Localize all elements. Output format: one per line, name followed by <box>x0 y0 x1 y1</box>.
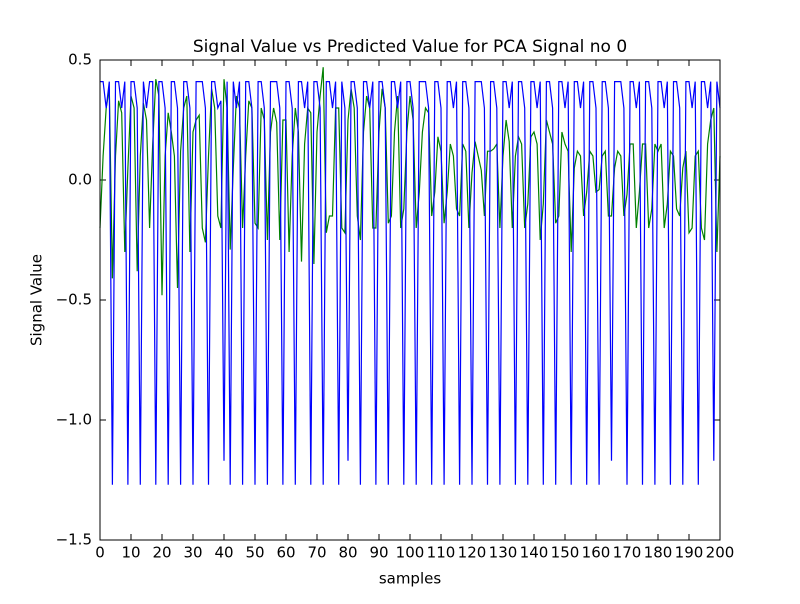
x-tick-label: 150 <box>551 544 580 562</box>
y-tick-label: −0.5 <box>56 291 92 309</box>
series-line <box>99 67 721 296</box>
x-tick-label: 60 <box>276 544 295 562</box>
x-tick-label: 180 <box>644 544 673 562</box>
plot-frame <box>99 59 721 541</box>
x-tick-label: 0 <box>95 544 105 562</box>
x-tick-label: 80 <box>338 544 357 562</box>
x-tick-label: 160 <box>582 544 611 562</box>
x-tick-label: 120 <box>458 544 487 562</box>
x-tick-label: 170 <box>613 544 642 562</box>
x-tick-label: 40 <box>214 544 233 562</box>
x-tick-label: 20 <box>152 544 171 562</box>
x-tick-label: 200 <box>706 544 735 562</box>
y-tick-label: 0.5 <box>68 51 92 69</box>
x-tick-label: 140 <box>520 544 549 562</box>
y-tick-label: −1.5 <box>56 531 92 549</box>
chart-title: Signal Value vs Predicted Value for PCA … <box>193 37 627 57</box>
x-tick-label: 10 <box>121 544 140 562</box>
x-tick-label: 100 <box>396 544 425 562</box>
x-tick-label: 190 <box>675 544 704 562</box>
series-line <box>100 81 721 485</box>
y-tick-label: −1.0 <box>56 411 92 429</box>
y-axis-label: Signal Value <box>28 254 46 346</box>
x-tick-label: 130 <box>489 544 518 562</box>
y-tick-label: 0.0 <box>68 171 92 189</box>
x-axis-label: samples <box>379 570 442 588</box>
x-tick-label: 30 <box>183 544 202 562</box>
x-tick-label: 110 <box>427 544 456 562</box>
x-tick-label: 90 <box>369 544 388 562</box>
x-tick-label: 70 <box>307 544 326 562</box>
x-tick-label: 50 <box>245 544 264 562</box>
